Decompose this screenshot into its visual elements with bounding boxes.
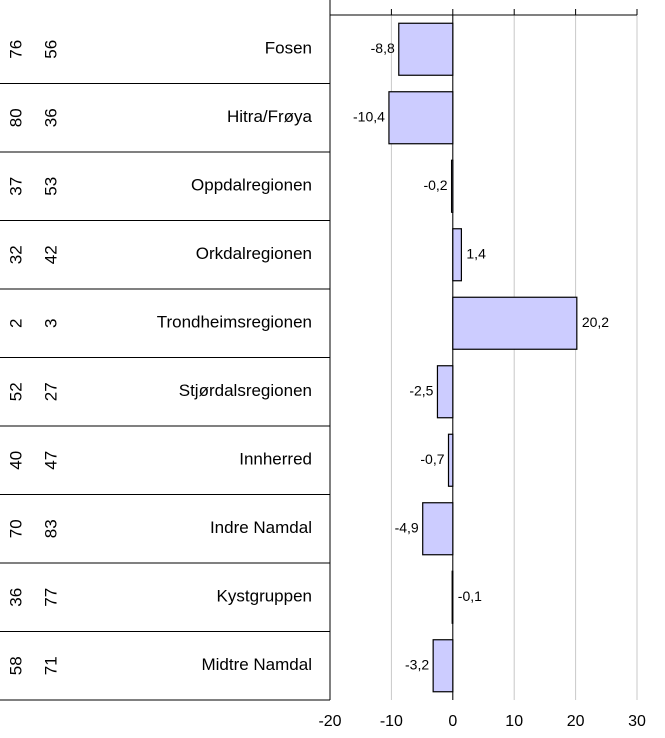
x-tick-label: 10 <box>505 713 523 730</box>
bar <box>452 228 462 282</box>
value-label: -10,4 <box>353 108 385 124</box>
rank-value: 58 <box>6 656 25 675</box>
value-label: -2,5 <box>409 382 433 398</box>
value-label: -8,8 <box>371 40 395 56</box>
x-tick-label: 30 <box>628 713 646 730</box>
rank-value: 47 <box>41 451 60 470</box>
rank-value: 71 <box>41 656 60 675</box>
rank-value: 42 <box>41 245 60 264</box>
category-label: Stjørdalsregionen <box>179 381 312 400</box>
rank-value: 77 <box>41 588 60 607</box>
x-tick-label: 0 <box>448 713 457 730</box>
bar <box>422 502 454 556</box>
rank-value: 40 <box>6 451 25 470</box>
value-label: 1,4 <box>466 245 486 261</box>
rank-value: 36 <box>6 588 25 607</box>
category-label: Kystgruppen <box>217 587 312 606</box>
rank-value: 56 <box>41 40 60 59</box>
rank-value: 76 <box>6 40 25 59</box>
category-label: Midtre Namdal <box>201 655 312 674</box>
rank-value: 36 <box>41 108 60 127</box>
rank-value: 53 <box>41 177 60 196</box>
category-label: Innherred <box>239 450 312 469</box>
category-label: Oppdalregionen <box>191 176 312 195</box>
bar <box>388 91 454 145</box>
category-label: Orkdalregionen <box>196 244 312 263</box>
rank-value: 83 <box>41 519 60 538</box>
bar <box>451 570 454 624</box>
value-label: -4,9 <box>395 519 419 535</box>
category-label: Indre Namdal <box>210 518 312 537</box>
category-label: Fosen <box>265 39 312 58</box>
category-label: Trondheimsregionen <box>157 313 312 332</box>
rank-value: 37 <box>6 177 25 196</box>
rank-value: 3 <box>41 319 60 328</box>
x-tick-label: -20 <box>318 713 341 730</box>
value-label: -0,7 <box>420 451 444 467</box>
bar <box>452 296 578 350</box>
rank-value: 27 <box>41 382 60 401</box>
value-label: -0,1 <box>458 588 482 604</box>
rank-value: 80 <box>6 108 25 127</box>
rank-value: 52 <box>6 382 25 401</box>
rank-value: 2 <box>6 319 25 328</box>
value-label: -0,2 <box>423 177 447 193</box>
value-label: -3,2 <box>405 656 429 672</box>
bar <box>432 639 454 693</box>
bar <box>447 433 454 487</box>
bar <box>450 159 454 213</box>
category-label: Hitra/Frøya <box>227 107 313 126</box>
value-label: 20,2 <box>582 314 609 330</box>
x-tick-label: 20 <box>567 713 585 730</box>
x-tick-label: -10 <box>380 713 403 730</box>
bar <box>436 365 454 419</box>
rank-value: 32 <box>6 245 25 264</box>
rank-value: 70 <box>6 519 25 538</box>
bar <box>398 22 454 76</box>
